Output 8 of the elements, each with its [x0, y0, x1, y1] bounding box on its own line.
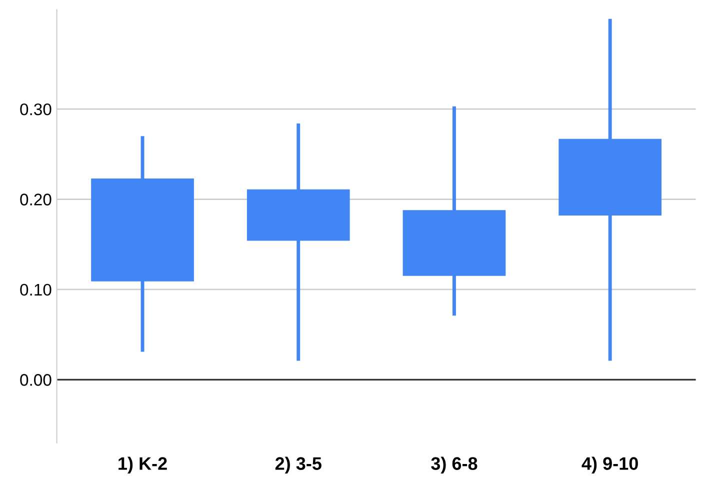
y-tick-label: 0.20	[20, 194, 52, 206]
y-tick-label: 0.30	[20, 103, 52, 116]
x-tick-label: 3) 6-8	[431, 456, 478, 474]
x-tick-label: 2) 3-5	[275, 456, 322, 474]
y-tick-label: 0.10	[20, 284, 52, 296]
x-tick-label: 1) K-2	[118, 456, 167, 474]
y-tick-label: 0.00	[20, 374, 52, 386]
x-tick-label: 4) 9-10	[582, 456, 638, 474]
